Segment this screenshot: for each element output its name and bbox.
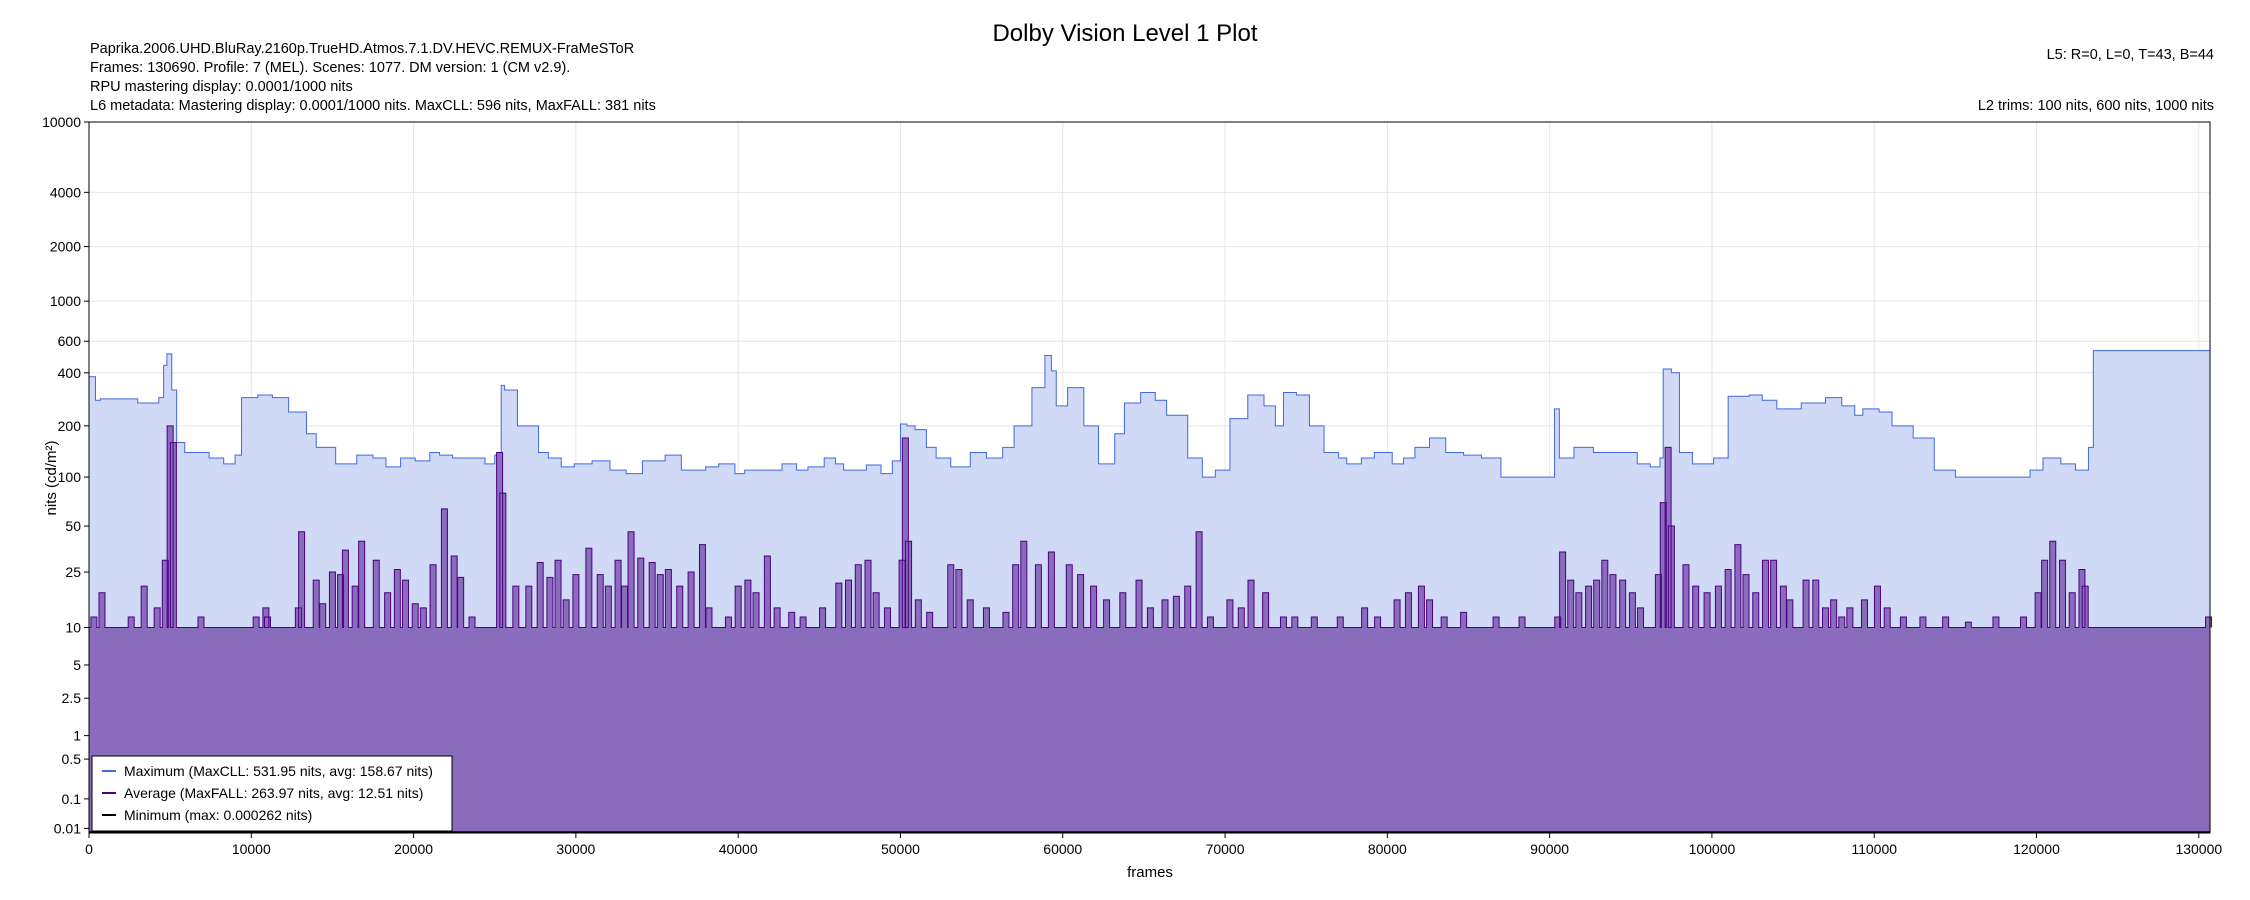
y-tick-label: 10000 (42, 114, 81, 130)
legend-minimum-label: Minimum (max: 0.000262 nits) (124, 807, 312, 823)
legend-maximum-label: Maximum (MaxCLL: 531.95 nits, avg: 158.6… (124, 763, 433, 779)
x-tick-label: 20000 (394, 841, 433, 857)
y-tick-label: 5 (73, 657, 81, 673)
x-tick-label: 100000 (1689, 841, 1736, 857)
x-tick-label: 130000 (2175, 841, 2222, 857)
y-tick-label: 25 (65, 564, 81, 580)
x-tick-label: 70000 (1206, 841, 1245, 857)
y-tick-label: 0.1 (62, 791, 82, 807)
y-tick-label: 400 (58, 365, 82, 381)
legend: Maximum (MaxCLL: 531.95 nits, avg: 158.6… (91, 755, 453, 832)
frames-profile-info: Frames: 130690. Profile: 7 (MEL). Scenes… (90, 60, 571, 76)
rpu-mastering-info: RPU mastering display: 0.0001/1000 nits (90, 79, 353, 95)
legend-box (91, 755, 453, 832)
y-tick-label: 4000 (50, 184, 81, 200)
maximum-series-line (89, 350, 2211, 478)
series-layer (89, 350, 2213, 833)
x-tick-label: 40000 (719, 841, 758, 857)
y-tick-label: 100 (58, 469, 82, 485)
x-tick-label: 80000 (1368, 841, 1407, 857)
y-tick-label: 1 (73, 728, 81, 744)
y-tick-label: 50 (65, 518, 81, 534)
y-tick-label: 1000 (50, 293, 81, 309)
y-tick-label: 10 (65, 620, 81, 636)
x-axis-label: frames (1127, 864, 1173, 881)
l5-info: L5: R=0, L=0, T=43, B=44 (2046, 47, 2214, 63)
l2-trims-info: L2 trims: 100 nits, 600 nits, 1000 nits (1977, 98, 2214, 114)
average-series-area (89, 425, 2212, 833)
y-axis-label: nits (cd/m²) (43, 440, 60, 515)
y-tick-label: 600 (58, 333, 82, 349)
y-tick-label: 0.5 (62, 751, 82, 767)
y-tick-label: 0.01 (54, 820, 81, 836)
average-series-line (89, 425, 2213, 629)
y-tick-label: 200 (58, 418, 82, 434)
legend-average-label: Average (MaxFALL: 263.97 nits, avg: 12.5… (124, 785, 423, 801)
y-tick-label: 2.5 (62, 690, 82, 706)
x-tick-label: 120000 (2013, 841, 2060, 857)
x-axis: 0 10000 20000 30000 40000 50000 60000 70000 8000… (85, 833, 2222, 857)
chart-title: Dolby Vision Level 1 Plot (992, 20, 1258, 47)
x-tick-label: 60000 (1043, 841, 1082, 857)
x-tick-label: 90000 (1530, 841, 1569, 857)
x-tick-label: 10000 (232, 841, 271, 857)
source-filename: Paprika.2006.UHD.BluRay.2160p.TrueHD.Atm… (90, 41, 635, 57)
y-axis: 0.01 0.1 0.5 1 2.5 5 10 25 50 100 200 400 600 1000 200… (42, 114, 89, 836)
x-tick-label: 0 (85, 841, 93, 857)
x-tick-label: 30000 (556, 841, 595, 857)
y-tick-label: 2000 (50, 239, 81, 255)
x-tick-label: 50000 (881, 841, 920, 857)
l6-metadata-info: L6 metadata: Mastering display: 0.0001/1… (90, 98, 656, 114)
x-tick-label: 110000 (1851, 841, 1897, 857)
